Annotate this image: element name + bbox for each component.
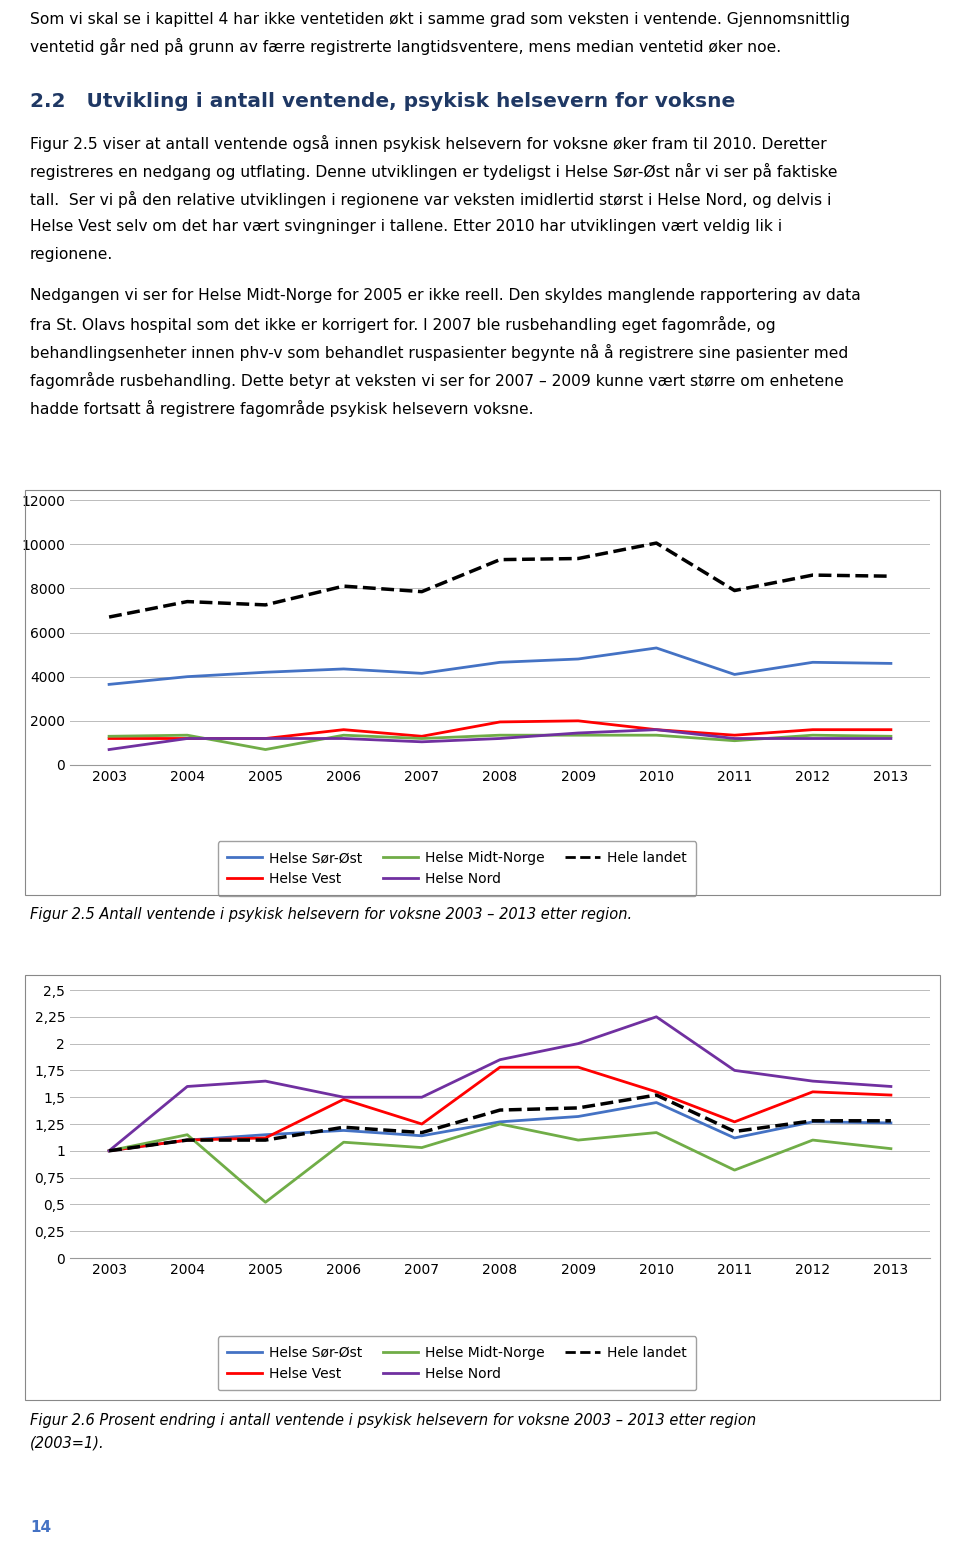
Legend: Helse Sør-Øst, Helse Vest, Helse Midt-Norge, Helse Nord, Hele landet: Helse Sør-Øst, Helse Vest, Helse Midt-No… [218, 1337, 696, 1391]
Text: Som vi skal se i kapittel 4 har ikke ventetiden økt i samme grad som veksten i v: Som vi skal se i kapittel 4 har ikke ven… [30, 12, 850, 26]
Text: ventetid går ned på grunn av færre registrerte langtidsventere, mens median vent: ventetid går ned på grunn av færre regis… [30, 39, 781, 56]
Text: Figur 2.5 viser at antall ventende også innen psykisk helsevern for voksne øker : Figur 2.5 viser at antall ventende også … [30, 135, 827, 152]
Text: Nedgangen vi ser for Helse Midt-Norge for 2005 er ikke reell. Den skyldes mangle: Nedgangen vi ser for Helse Midt-Norge fo… [30, 288, 861, 303]
Text: tall.  Ser vi på den relative utviklingen i regionene var veksten imidlertid stø: tall. Ser vi på den relative utviklingen… [30, 190, 831, 207]
Text: regionene.: regionene. [30, 248, 113, 261]
Text: Figur 2.6 Prosent endring i antall ventende i psykisk helsevern for voksne 2003 : Figur 2.6 Prosent endring i antall vente… [30, 1412, 756, 1428]
Text: Figur 2.5 Antall ventende i psykisk helsevern for voksne 2003 – 2013 etter regio: Figur 2.5 Antall ventende i psykisk hels… [30, 907, 632, 922]
Text: fagområde rusbehandling. Dette betyr at veksten vi ser for 2007 – 2009 kunne vær: fagområde rusbehandling. Dette betyr at … [30, 371, 844, 388]
Text: (2003=1).: (2003=1). [30, 1436, 105, 1450]
Text: 14: 14 [30, 1521, 51, 1535]
Text: behandlingsenheter innen phv-v som behandlet ruspasienter begynte nå å registrer: behandlingsenheter innen phv-v som behan… [30, 343, 849, 360]
Text: registreres en nedgang og utflating. Denne utviklingen er tydeligst i Helse Sør-: registreres en nedgang og utflating. Den… [30, 162, 837, 179]
Text: 2.2   Utvikling i antall ventende, psykisk helsevern for voksne: 2.2 Utvikling i antall ventende, psykisk… [30, 91, 735, 111]
Text: fra St. Olavs hospital som det ikke er korrigert for. I 2007 ble rusbehandling e: fra St. Olavs hospital som det ikke er k… [30, 316, 776, 333]
Legend: Helse Sør-Øst, Helse Vest, Helse Midt-Norge, Helse Nord, Hele landet: Helse Sør-Øst, Helse Vest, Helse Midt-No… [218, 842, 696, 896]
Text: hadde fortsatt å registrere fagområde psykisk helsevern voksne.: hadde fortsatt å registrere fagområde ps… [30, 401, 534, 418]
Text: Helse Vest selv om det har vært svingninger i tallene. Etter 2010 har utviklinge: Helse Vest selv om det har vært svingnin… [30, 220, 782, 234]
